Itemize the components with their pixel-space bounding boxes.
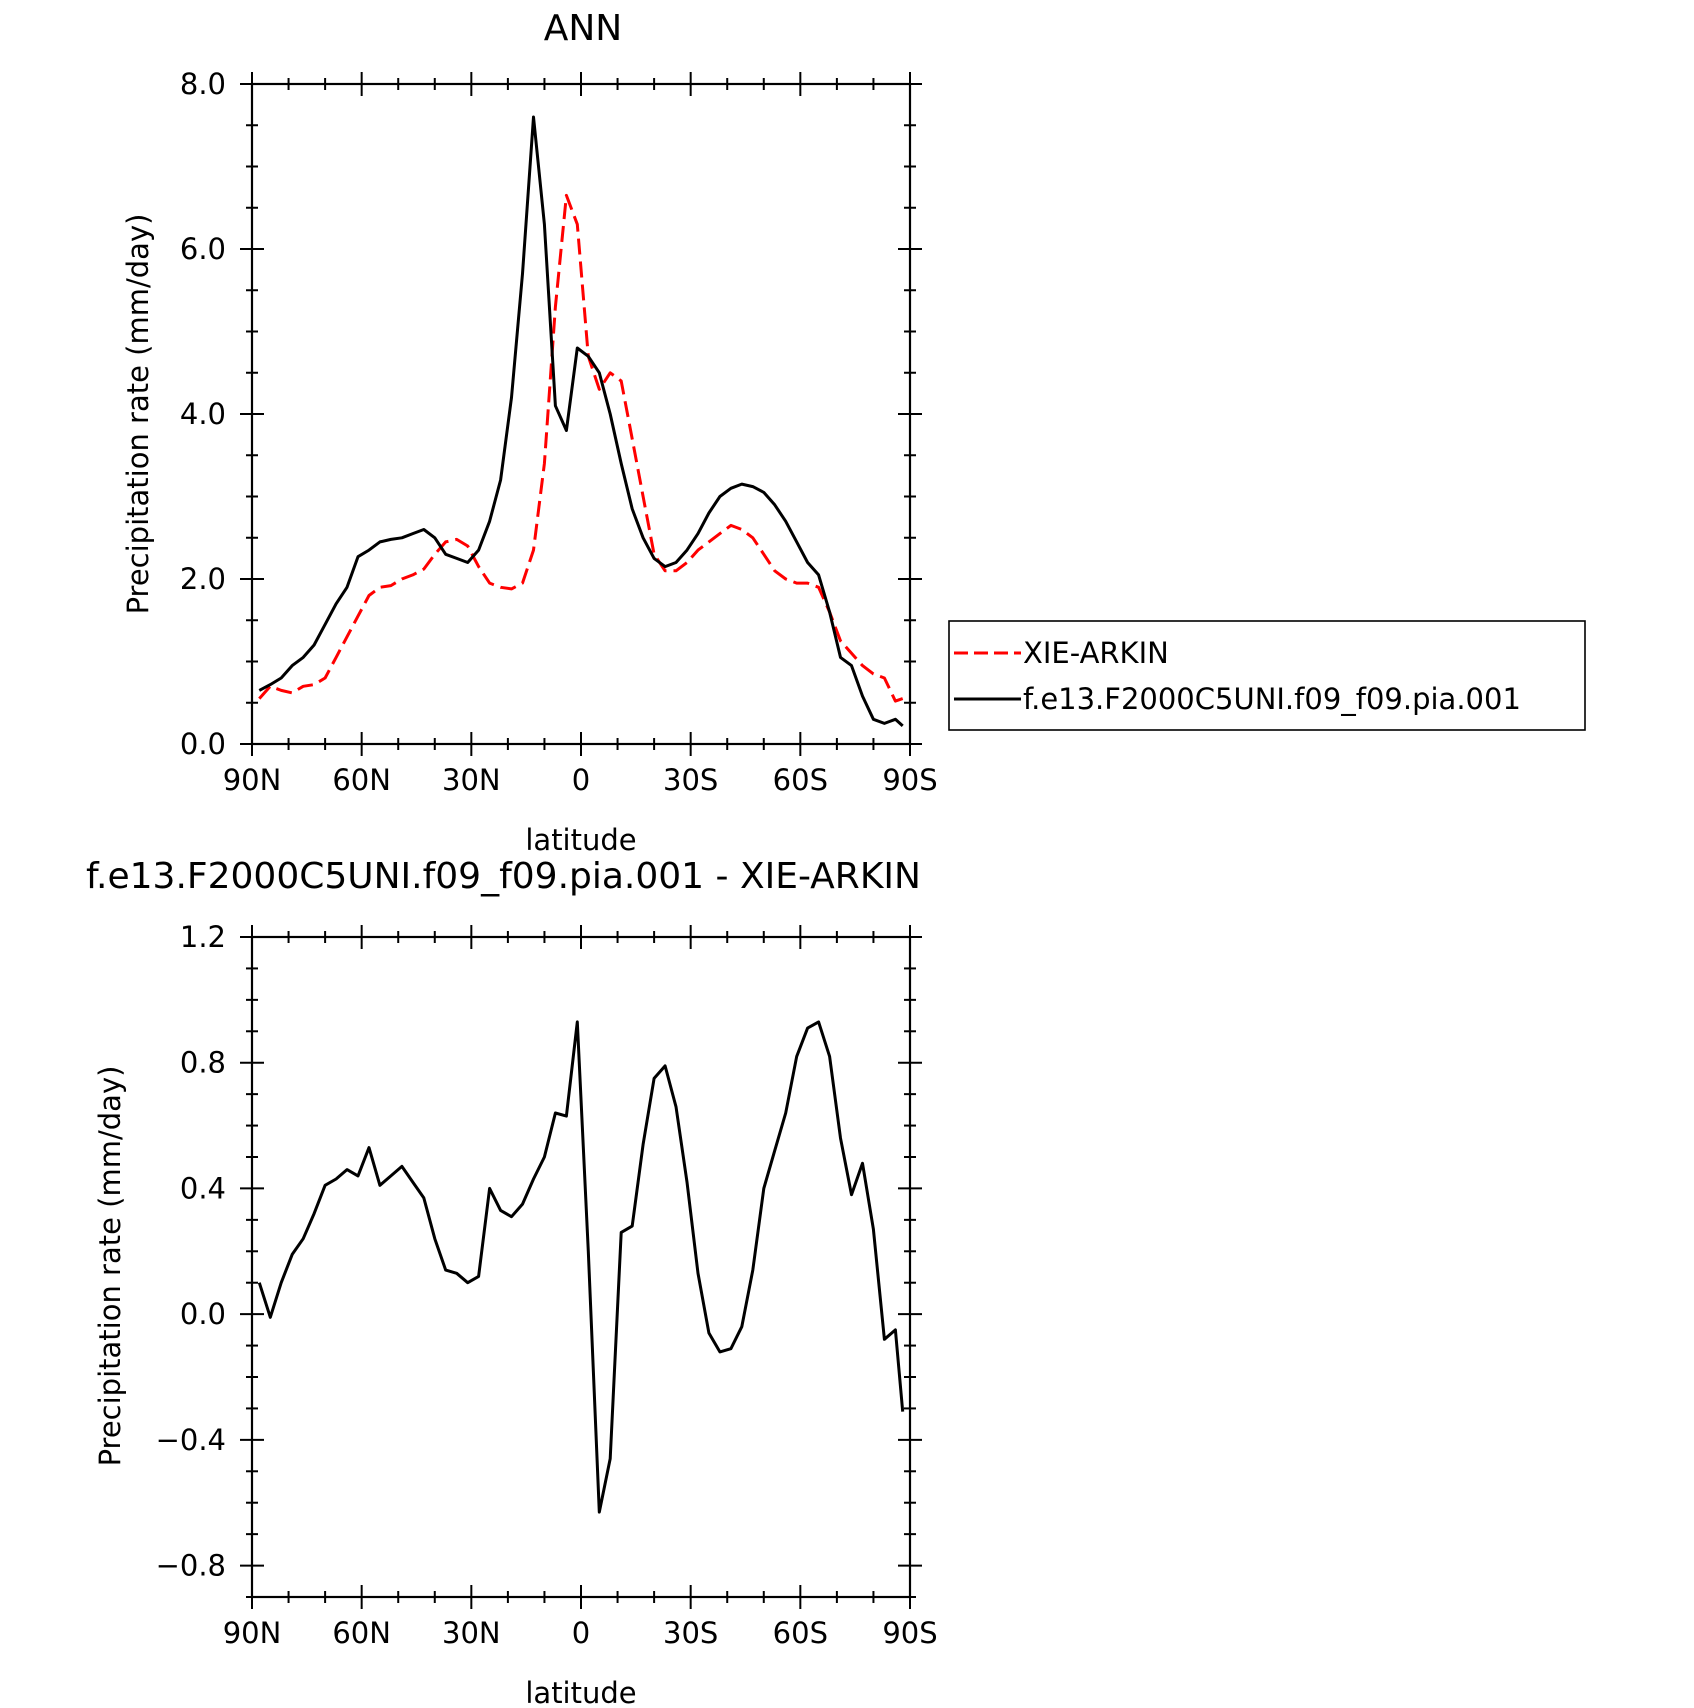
legend-item: XIE-ARKIN <box>954 636 1169 670</box>
chart-title: f.e13.F2000C5UNI.f09_f09.pia.001 - XIE-A… <box>86 856 921 897</box>
legend-label: f.e13.F2000C5UNI.f09_f09.pia.001 <box>1023 682 1521 716</box>
x-tick-label: 60S <box>773 1616 828 1650</box>
series-line <box>258 193 904 703</box>
series-line <box>257 1020 905 1514</box>
x-axis-label: latitude <box>525 823 636 857</box>
x-tick-label: 60S <box>773 763 828 797</box>
y-tick-label: 2.0 <box>180 562 226 596</box>
x-tick-label: 90N <box>223 1616 282 1650</box>
x-tick-label: 90S <box>882 1616 937 1650</box>
y-axis-label: Precipitation rate (mm/day) <box>121 214 155 615</box>
chart-title: ANN <box>544 8 623 49</box>
plot-frame <box>250 935 912 1599</box>
plot-frame <box>250 82 912 746</box>
y-tick-label: 0.8 <box>180 1046 226 1080</box>
x-tick-label: 90N <box>223 763 282 797</box>
y-tick-label: 6.0 <box>180 232 226 266</box>
x-axis-label: latitude <box>525 1676 636 1708</box>
y-tick-label: 4.0 <box>180 397 226 431</box>
x-tick-label: 60N <box>332 1616 391 1650</box>
x-tick-label: 60N <box>332 763 391 797</box>
x-tick-label: 30S <box>663 763 718 797</box>
y-tick-label: 0.0 <box>180 727 226 761</box>
x-tick-label: 30N <box>442 1616 501 1650</box>
top-panel: ANN 90N 60N 30N 0 30S 60S 90S 0.0 2.0 4.0 6.0 8.0 l… <box>121 8 938 857</box>
y-tick-label: −0.8 <box>156 1549 226 1583</box>
bottom-panel: f.e13.F2000C5UNI.f09_f09.pia.001 - XIE-A… <box>86 856 938 1708</box>
y-tick-label: 0.4 <box>180 1171 226 1205</box>
y-tick-label: −0.4 <box>156 1423 226 1457</box>
x-tick-label: 90S <box>882 763 937 797</box>
legend: XIE-ARKIN f.e13.F2000C5UNI.f09_f09.pia.0… <box>948 620 1586 731</box>
x-tick-label: 0 <box>572 1616 590 1650</box>
legend-label: XIE-ARKIN <box>1023 636 1169 670</box>
plot-area: 90N 60N 30N 0 30S 60S 90S 0.0 2.0 4.0 6.0 8.0 <box>180 67 938 797</box>
x-tick-label: 30N <box>442 763 501 797</box>
y-tick-label: 0.0 <box>180 1297 226 1331</box>
legend-box <box>948 620 1586 731</box>
legend-item: f.e13.F2000C5UNI.f09_f09.pia.001 <box>954 682 1521 716</box>
series-line <box>258 115 904 728</box>
plot-area: 90N 60N 30N 0 30S 60S 90S −0.8 −0.4 0.0 0.4 0.8 1.2 <box>156 920 938 1650</box>
x-tick-label: 0 <box>572 763 590 797</box>
x-tick-label: 30S <box>663 1616 718 1650</box>
y-axis-label: Precipitation rate (mm/day) <box>93 1066 127 1467</box>
y-tick-label: 8.0 <box>180 67 226 101</box>
y-tick-label: 1.2 <box>180 920 226 954</box>
